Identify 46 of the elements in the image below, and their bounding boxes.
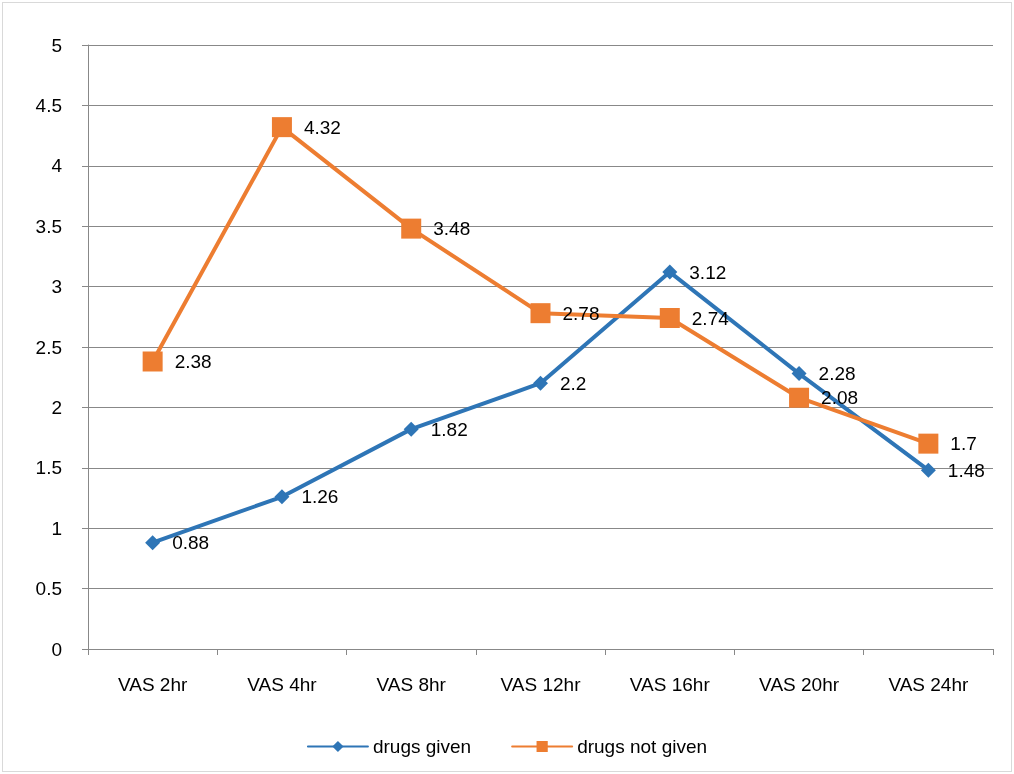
x-tick-label: VAS 16hr (629, 674, 711, 695)
y-tick-label: 0 (51, 638, 62, 660)
data-label: 2.28 (818, 363, 856, 385)
point (918, 433, 939, 454)
data-label: 3.48 (433, 218, 471, 240)
x-tick-label: VAS 20hr (759, 674, 840, 695)
x-tick-label: VAS 2hr (117, 674, 188, 695)
point (533, 375, 548, 391)
point (271, 117, 292, 138)
y-tick-label: 3.5 (35, 215, 62, 237)
data-label: 4.32 (303, 116, 341, 138)
point (401, 218, 422, 239)
point (789, 387, 810, 408)
data-label: 0.88 (172, 532, 210, 554)
x-tick-label: VAS 24hr (888, 674, 969, 695)
y-tick-label: 3 (51, 276, 62, 298)
point (145, 535, 161, 551)
point (403, 421, 419, 437)
point (274, 489, 290, 505)
y-tick-label: 1 (51, 517, 62, 539)
data-label: 2.38 (174, 351, 212, 372)
point (659, 308, 680, 329)
point (142, 351, 163, 372)
data-label: 1.48 (947, 459, 985, 481)
point (662, 264, 678, 280)
data-label: 1.26 (301, 486, 339, 508)
y-tick-label: 2.5 (35, 336, 62, 358)
y-tick-label: 2 (51, 396, 62, 418)
x-tick-label: VAS 12hr (500, 674, 582, 695)
point (791, 366, 807, 382)
y-tick-label: 4.5 (35, 94, 62, 116)
point (530, 303, 551, 324)
legend-label: drugs not given (577, 736, 708, 757)
x-tick-label: VAS 4hr (247, 674, 318, 695)
data-label: 2.2 (560, 372, 587, 394)
data-label: 1.82 (430, 418, 468, 440)
x-tick-label: VAS 8hr (376, 674, 447, 695)
data-label: 2.74 (691, 307, 730, 329)
legend-label: drugs given (372, 736, 472, 757)
data-label: 1.7 (950, 433, 977, 455)
y-tick-label: 1.5 (35, 457, 62, 479)
data-label: 3.12 (689, 261, 727, 283)
point (920, 462, 936, 478)
y-tick-label: 0.5 (35, 578, 62, 600)
y-tick-label: 5 (51, 34, 62, 56)
y-tick-label: 4 (51, 155, 63, 177)
